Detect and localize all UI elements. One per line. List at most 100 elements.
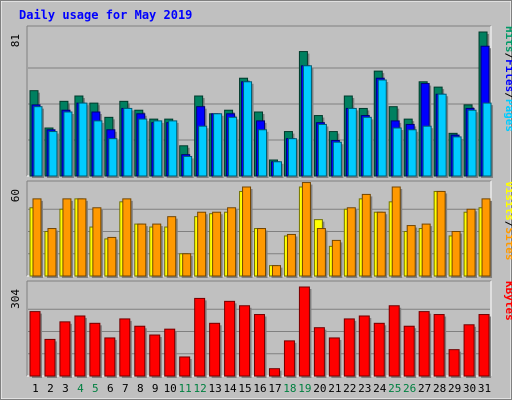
bar-traffic-pages [302,65,314,178]
bar-visitors-sites [421,223,433,278]
bar-visitors-sites [227,207,238,278]
bar-traffic-pages [198,125,209,178]
bar-traffic-pages-fill [168,120,178,177]
bar-visitors-sites [466,208,478,278]
bar-kbytes-kbytes [254,314,267,378]
bar-kbytes-kbytes [134,325,147,378]
bar-visitors-sites-fill [137,223,147,277]
panel-traffic-ymax-label: 81 [9,34,22,47]
bar-traffic-pages [467,109,479,178]
bar-visitors-sites [122,198,133,278]
bar-visitors-sites-fill [197,211,207,277]
bar-visitors-sites-fill [301,182,311,277]
bar-kbytes-kbytes-fill [254,314,266,377]
bar-traffic-pages-fill [243,81,253,177]
bar-kbytes-kbytes [283,340,297,378]
bar-visitors-sites-fill [32,198,42,277]
bar-visitors-sites [32,198,43,278]
bar-traffic-pages [287,138,299,178]
bar-kbytes-kbytes-fill [119,318,131,377]
bar-traffic-pages-fill [63,111,73,177]
bar-traffic-pages-fill [392,127,402,177]
bar-traffic-pages [482,102,494,178]
bar-traffic-pages-fill [332,141,342,177]
bar-traffic-pages-fill [437,93,447,177]
legend-entry: / [503,53,512,60]
x-axis-day-labels: 1 2 3 4 5 6 7 8 9 10 11 12 13 14 15 16 17 18 19 20 21 22 23 24 2… [32,382,491,395]
day-label: 7 [122,382,129,395]
bar-visitors-sites [271,265,283,278]
bar-kbytes-kbytes-fill [194,297,206,377]
bar-kbytes-kbytes [463,324,477,378]
bar-visitors-sites-fill [421,223,431,277]
bar-kbytes-kbytes-fill [149,334,161,377]
panel-traffic-legend: Hits/Files/Pages [503,26,512,132]
bar-traffic-pages [332,141,344,178]
bar-kbytes-kbytes [239,305,252,378]
day-label: 14 [223,382,237,395]
bar-traffic-pages-fill [228,116,238,177]
bar-visitors-sites-fill [77,198,87,277]
bar-traffic-pages-fill [422,125,432,177]
bar-visitors-sites [301,182,313,278]
day-label: 3 [62,382,69,395]
bar-kbytes-kbytes-fill [164,328,176,377]
bar-traffic-pages-fill [183,155,193,177]
bar-traffic-pages-fill [138,118,148,177]
legend-entry: / [503,221,512,228]
panel-kbytes-ymax-label: 304 [9,289,22,309]
bar-traffic-pages-fill [78,102,88,177]
bar-traffic-pages [183,155,194,178]
bar-kbytes-kbytes [478,314,492,378]
bar-visitors-sites-fill [182,253,192,277]
panel-traffic: 81 Hits/Files/Pages [9,25,512,178]
bar-visitors-sites-fill [361,193,371,277]
bar-visitors-sites-fill [466,208,476,277]
bar-kbytes-kbytes-fill [74,315,86,377]
bar-kbytes-kbytes-fill [298,286,310,377]
bar-kbytes-kbytes [119,318,132,378]
bar-traffic-pages-fill [317,123,327,177]
bar-visitors-sites [242,186,253,278]
bar-kbytes-kbytes-fill [89,322,101,377]
day-label: 1 [32,382,39,395]
bar-traffic-pages-fill [198,125,208,177]
bar-visitors-sites [391,186,403,278]
day-label: 25 [388,382,401,395]
chart-panels: 81Hits/Files/Pages60Visits/Sites304KByte… [9,25,512,378]
legend-entry: Hits [503,26,512,53]
bar-kbytes-kbytes [149,334,162,378]
bar-traffic-pages [362,116,374,178]
bar-visitors-sites [257,228,268,278]
day-label: 31 [478,382,491,395]
bar-kbytes-kbytes-fill [59,321,71,377]
bar-visitors-sites-fill [227,207,237,277]
bar-kbytes-kbytes [313,327,327,378]
bar-traffic-pages [213,113,224,178]
bar-traffic-pages-fill [302,65,312,177]
bar-visitors-sites-fill [212,211,222,277]
day-label: 6 [107,382,114,395]
legend-entry: KBytes [503,281,512,321]
bar-traffic-pages-fill [482,102,492,177]
bar-traffic-pages-fill [93,120,103,177]
legend-entry: Pages [503,99,512,132]
bar-visitors-sites [376,211,388,278]
bar-kbytes-kbytes-fill [448,349,460,377]
bar-kbytes-kbytes-fill [134,325,146,377]
legend-entry: Sites [503,227,512,260]
bar-visitors-sites [436,190,448,278]
bar-visitors-sites-fill [122,198,132,277]
bar-visitors-sites-fill [286,233,296,277]
bar-kbytes-kbytes [74,315,87,378]
bar-kbytes-kbytes-fill [478,314,490,377]
bar-visitors-sites-fill [257,228,267,277]
bar-visitors-sites [137,223,148,278]
legend-entry: / [503,92,512,99]
bar-visitors-sites-fill [376,211,386,277]
bar-kbytes-kbytes-fill [358,315,370,377]
bar-kbytes-kbytes-fill [403,325,415,377]
bar-traffic-pages [392,127,404,178]
bar-traffic-pages-fill [287,138,297,177]
bar-traffic-pages-fill [272,161,282,177]
